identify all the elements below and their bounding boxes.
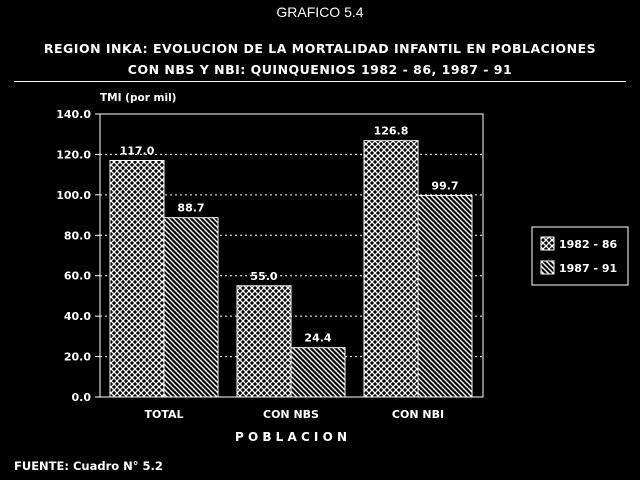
y-tick-label: 100.0 [56,189,91,202]
y-tick-label: 120.0 [56,148,91,161]
title-divider [14,81,626,82]
bar-value-label: 126.8 [374,125,409,138]
bar-value-label: 99.7 [431,179,458,192]
x-tick-label: CON NBS [263,408,319,421]
chart-title-line1: REGION INKA: EVOLUCION DE LA MORTALIDAD … [43,41,597,56]
bar-con-nbi-0 [363,140,419,398]
bar-total-0 [109,159,165,398]
legend-swatch [540,236,555,251]
bar-value-label: 88.7 [177,202,204,215]
tick-layer: 0.0 20.0 40.0 60.0 80.0 100.0 120.0 140.0 117.0 8… [56,108,458,421]
bar-total-1 [163,217,219,398]
y-tick-label: 40.0 [64,310,91,323]
x-tick-label: CON NBI [392,408,444,421]
legend-label: 1982 - 86 [559,238,617,251]
legend: 1982 - 86 1987 - 91 [531,226,629,286]
y-tick-label: 80.0 [64,229,91,242]
legend-swatch [540,260,555,275]
bar-value-label: 117.0 [120,144,155,157]
bar-con-nbi-1 [417,194,473,398]
chart-title-line2: CON NBS Y NBI: QUINQUENIOS 1982 - 86, 19… [127,62,513,77]
legend-box [531,226,629,286]
source-note: FUENTE: Cuadro N° 5.2 [14,459,163,473]
bar-value-label: 24.4 [304,332,331,345]
bar-value-label: 55.0 [250,270,277,283]
y-axis-label: TMI (por mil) [100,92,176,104]
bar-con-nbs-1 [290,347,346,398]
y-tick-label: 0.0 [72,391,92,404]
bar-layer [109,140,473,398]
legend-label: 1987 - 91 [559,262,617,275]
x-tick-label: TOTAL [144,408,183,421]
bar-con-nbs-0 [236,285,292,398]
plot-frame [99,113,484,398]
x-axis-label: P O B L A C I O N [235,430,347,444]
y-tick-label: 140.0 [56,108,91,121]
y-tick-label: 20.0 [64,351,91,364]
y-tick-label: 60.0 [64,270,91,283]
chart-number: GRAFICO 5.4 [276,4,364,20]
